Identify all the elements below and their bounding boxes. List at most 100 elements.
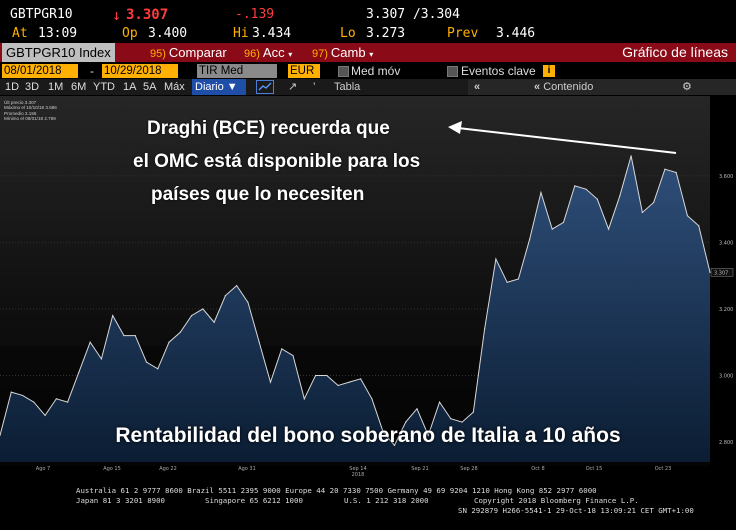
data-point: [562, 221, 565, 224]
data-point: [67, 401, 69, 403]
series-line: [0, 155, 711, 447]
footer: Australia 61 2 9777 8600 Brazil 5511 239…: [0, 484, 736, 530]
double-chevron-icon: «: [534, 81, 541, 93]
data-point: [495, 258, 497, 260]
x-tick-label: Sep 14: [349, 466, 366, 472]
actions-menu[interactable]: 96) Acc ▾: [244, 43, 292, 62]
data-point: [33, 401, 35, 403]
period-3d[interactable]: 3D: [25, 81, 40, 93]
data-point: [236, 285, 238, 287]
open-label: Op: [122, 26, 138, 41]
data-point: [224, 295, 226, 297]
period-1m[interactable]: 1M: [48, 81, 64, 93]
moving-average-label: Med móv: [351, 64, 401, 78]
data-point: [427, 434, 429, 436]
currency-select[interactable]: EUR: [288, 64, 320, 78]
chart-caption: Rentabilidad del bono soberano de Italia…: [115, 424, 621, 447]
legend-max: Máximo el 10/10/18 3.686: [4, 105, 57, 111]
ticker-symbol: GBTPGR10: [10, 7, 73, 22]
data-point: [506, 281, 508, 283]
period-6m[interactable]: 6M: [71, 81, 87, 93]
draw-tool-icon[interactable]: ↗: [288, 81, 298, 93]
line-chart-icon[interactable]: [256, 80, 274, 94]
down-arrow-icon: ↓: [112, 6, 122, 24]
data-point: [10, 391, 12, 393]
key-events-checkbox[interactable]: [447, 66, 458, 77]
legend-last: Últ precio 3.307: [4, 100, 37, 105]
y-tick-label: 3.200: [719, 307, 733, 313]
y-tick-label: 3.000: [719, 373, 733, 379]
collapse-left-icon[interactable]: «: [474, 81, 481, 93]
compare-button[interactable]: 95) Comparar: [150, 43, 227, 62]
data-point: [709, 271, 711, 273]
security-field[interactable]: GBTPGR10 Index: [2, 43, 115, 62]
compare-label: Comparar: [168, 45, 227, 60]
content-label: Contenido: [543, 81, 594, 93]
data-point: [89, 341, 91, 343]
y-tick-label: 3.400: [719, 240, 733, 246]
table-button[interactable]: Tabla: [334, 81, 361, 93]
data-point: [134, 334, 136, 337]
start-date-input[interactable]: 08/01/2018: [2, 64, 78, 78]
open-value: 3.400: [148, 26, 188, 41]
y-tick-label: 2.800: [719, 440, 733, 446]
dropdown-triangle-icon: ▼: [226, 81, 238, 93]
data-point: [393, 444, 396, 446]
footer-japan: Japan 81 3 3201 8900: [76, 496, 165, 505]
period-1a[interactable]: 1A: [123, 81, 137, 93]
data-point: [100, 358, 103, 360]
footer-session: SN 292879 H266-5541-1 29-Oct-18 13:09:21…: [458, 506, 694, 515]
last-value-label: 3.307: [714, 270, 728, 276]
data-point: [472, 411, 474, 413]
data-point: [326, 374, 328, 377]
period-ytd[interactable]: YTD: [93, 81, 115, 93]
data-point: [574, 185, 576, 187]
data-point: [619, 195, 621, 197]
period-1d[interactable]: 1D: [5, 81, 20, 93]
end-date-input[interactable]: 10/29/2018: [102, 64, 178, 78]
data-point: [348, 381, 350, 383]
at-label: At: [12, 26, 28, 41]
data-point: [540, 191, 542, 194]
data-point: [461, 421, 463, 423]
data-point: [78, 371, 80, 373]
data-point: [258, 341, 260, 343]
period-max[interactable]: Máx: [164, 81, 185, 93]
field-select[interactable]: TIR Med: [197, 64, 277, 78]
data-point: [202, 308, 204, 310]
info-icon[interactable]: i: [543, 65, 555, 77]
data-point: [653, 201, 655, 204]
footer-phones-1: Australia 61 2 9777 8600 Brazil 5511 239…: [76, 486, 597, 495]
series-area: [0, 155, 710, 462]
data-point: [585, 188, 587, 190]
data-point: [596, 198, 598, 200]
annotation-line-3: países que lo necesiten: [151, 184, 365, 205]
data-point: [303, 398, 305, 400]
chart-type-title: Gráfico de líneas: [622, 44, 728, 60]
chart-legend: Últ precio 3.307 Máximo el 10/10/18 3.68…: [4, 100, 57, 122]
data-point: [123, 334, 125, 337]
period-5a[interactable]: 5A: [143, 81, 157, 93]
legend-min: Mínimo el 08/01/18 2.789: [4, 116, 56, 122]
low-label: Lo: [340, 26, 356, 41]
data-point: [438, 401, 441, 403]
data-point: [314, 374, 317, 377]
data-point: [405, 421, 407, 423]
gear-icon[interactable]: ⚙: [682, 81, 692, 93]
chevron-down-icon: ▾: [369, 50, 374, 59]
change-label: Camb: [330, 45, 366, 60]
data-point: [0, 434, 1, 436]
change-menu[interactable]: 97) Camb ▾: [312, 43, 373, 62]
settings-row: 08/01/2018 - 10/29/2018 TIR Med EUR Med …: [0, 63, 736, 79]
data-point: [630, 155, 632, 157]
x-year-label: 2018: [352, 472, 365, 476]
annotation-tool-icon[interactable]: ’: [313, 81, 316, 93]
moving-average-checkbox[interactable]: [338, 66, 349, 77]
bid-ask: 3.307 /3.304: [366, 7, 460, 22]
frequency-select[interactable]: Diario ▼: [192, 79, 246, 95]
data-point: [112, 315, 114, 317]
footer-us: U.S. 1 212 318 2000: [344, 496, 429, 505]
data-point: [55, 398, 57, 400]
chevron-down-icon: ▾: [288, 50, 293, 59]
content-menu[interactable]: « Contenido: [534, 79, 593, 95]
